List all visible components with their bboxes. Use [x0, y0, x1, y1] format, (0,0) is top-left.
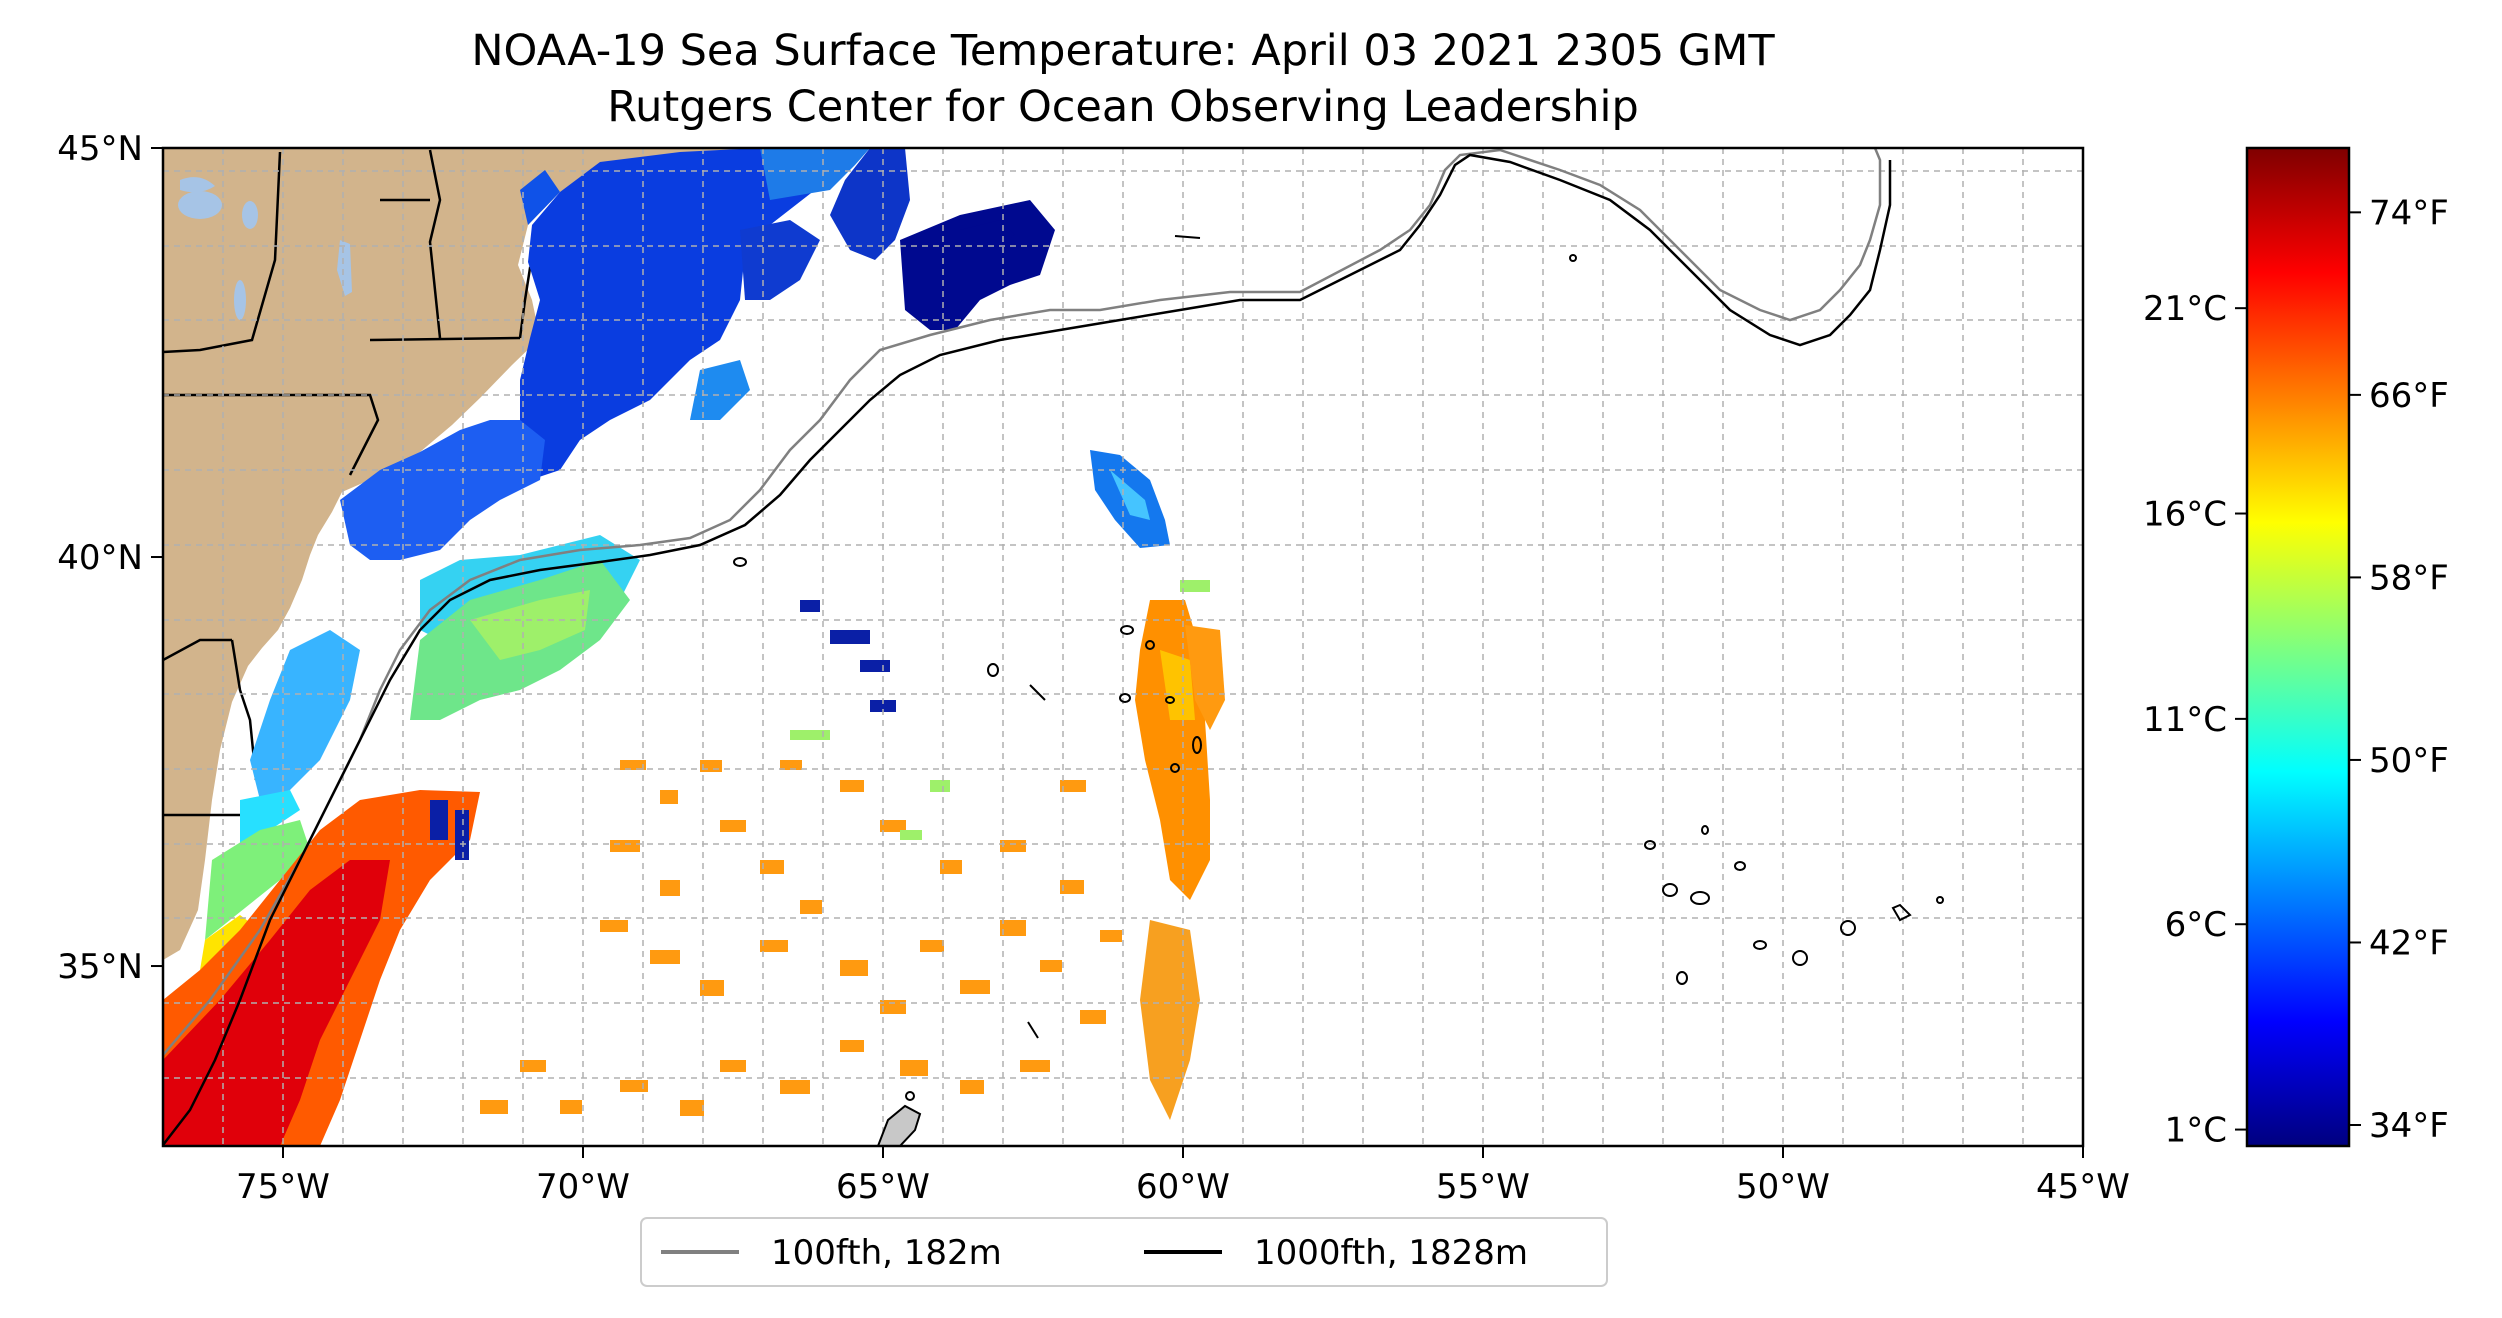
colorbar-fahrenheit-label: 50°F: [2369, 741, 2449, 781]
colorbar: 1°C 6°C 11°C 16°C 21°C 34°F 42°F 50°F 58°F 66°F 7…: [2143, 146, 2449, 1151]
seamount-grey: [877, 1104, 922, 1146]
title-line-2: Rutgers Center for Ocean Observing Leade…: [607, 82, 1639, 132]
isobath-1000fth: [163, 153, 1892, 1146]
legend-box: [640, 1217, 1608, 1287]
lon-tick-label: 65°W: [836, 1167, 930, 1207]
colorbar-celsius-label: 6°C: [2165, 905, 2227, 945]
title-line-1: NOAA-19 Sea Surface Temperature: April 0…: [471, 26, 1775, 76]
lat-tick-label: 45°N: [57, 129, 143, 169]
colorbar-fahrenheit-label: 74°F: [2369, 193, 2449, 233]
colorbar-celsius-label: 21°C: [2143, 289, 2227, 329]
colorbar-celsius-axis: 1°C 6°C 11°C 16°C 21°C: [2143, 289, 2247, 1151]
lon-tick-label: 60°W: [1136, 1167, 1230, 1207]
legend: 100fth, 182m 1000fth, 1828m: [640, 1217, 1608, 1287]
lon-tick-label: 55°W: [1436, 1167, 1530, 1207]
sst-field: [163, 148, 1225, 1146]
lon-tick-label: 70°W: [536, 1167, 630, 1207]
colorbar-fahrenheit-label: 58°F: [2369, 558, 2449, 598]
lakes: [178, 177, 352, 320]
gridlines: [163, 148, 2083, 1146]
lon-tick-label: 45°W: [2036, 1167, 2130, 1207]
land-mass: [163, 148, 870, 960]
seamount-contours: [733, 235, 1944, 1146]
sst-speckle: [480, 760, 1122, 1116]
lon-axis: 75°W 70°W 65°W 60°W 55°W 50°W 45°W: [236, 1146, 2130, 1207]
colorbar-fahrenheit-axis: 34°F 42°F 50°F 58°F 66°F 74°F: [2349, 193, 2449, 1146]
colorbar-celsius-label: 16°C: [2143, 495, 2227, 535]
lat-tick-label: 35°N: [57, 947, 143, 987]
colorbar-fahrenheit-label: 66°F: [2369, 376, 2449, 416]
colorbar-bar: [2245, 146, 2351, 1148]
legend-label-1000fth: 1000fth, 1828m: [1254, 1233, 1528, 1273]
colorbar-fahrenheit-label: 42°F: [2369, 923, 2449, 963]
colorbar-celsius-label: 1°C: [2165, 1111, 2227, 1151]
isobath-100fth: [163, 148, 1882, 1056]
map-frame: [161, 146, 2085, 1148]
lon-tick-label: 75°W: [236, 1167, 330, 1207]
sst-speckle-green: [790, 580, 1210, 840]
colorbar-fahrenheit-label: 34°F: [2369, 1106, 2449, 1146]
colorbar-celsius-label: 11°C: [2143, 700, 2227, 740]
lat-axis: 45°N 40°N 35°N: [57, 129, 163, 987]
lat-tick-label: 40°N: [57, 538, 143, 578]
legend-label-100fth: 100fth, 182m: [771, 1233, 1002, 1273]
lon-tick-label: 50°W: [1736, 1167, 1830, 1207]
map-panel: [163, 148, 2083, 1146]
